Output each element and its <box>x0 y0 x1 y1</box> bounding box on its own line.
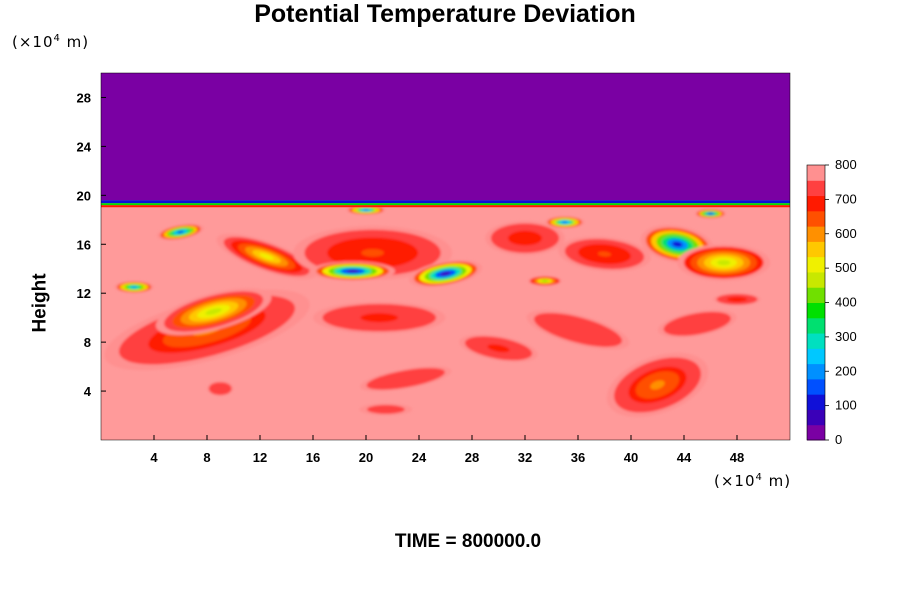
field-blob <box>713 293 761 306</box>
field-blob <box>544 216 585 229</box>
colorbar-swatch <box>807 241 825 258</box>
colorbar-tick-label: 300 <box>835 329 857 344</box>
field-blob <box>677 244 771 281</box>
y-tick-label: 4 <box>84 384 92 399</box>
x-unit-label: (×104 m) <box>714 472 792 490</box>
x-tick-label: 8 <box>203 450 210 465</box>
colorbar-swatch <box>807 256 825 273</box>
plot-frame <box>100 72 791 441</box>
time-label: TIME = 800000.0 <box>394 531 542 552</box>
field-blob <box>485 221 565 256</box>
colorbar-swatch <box>807 226 825 242</box>
field-blob <box>216 233 317 280</box>
colorbar-swatch <box>807 378 825 395</box>
x-tick-label: 20 <box>359 450 373 465</box>
x-tick-label: 28 <box>465 450 479 465</box>
colorbar-swatch <box>807 302 825 319</box>
field-blob <box>346 205 386 215</box>
colorbar-tick-label: 700 <box>835 191 857 206</box>
field-blob <box>313 301 446 334</box>
field-blob <box>658 309 737 338</box>
y-tick-label: 20 <box>77 188 91 203</box>
upper-layer <box>101 73 790 201</box>
field-blob <box>310 261 396 281</box>
x-tick-label: 44 <box>677 450 692 465</box>
field-blob <box>459 334 538 363</box>
colorbar-swatch <box>807 317 825 334</box>
colorbar-swatch <box>807 210 825 227</box>
colorbar-tick-label: 500 <box>835 260 857 275</box>
colorbar-swatch <box>807 363 825 380</box>
field-blob <box>114 280 154 294</box>
x-tick-label: 36 <box>571 450 585 465</box>
x-tick-label: 16 <box>306 450 320 465</box>
colorbar-swatch <box>807 333 825 349</box>
colorbar-swatch <box>807 424 825 441</box>
colorbar-swatch <box>807 195 825 212</box>
colorbar-swatch <box>807 409 825 426</box>
y-tick-label: 24 <box>77 139 92 154</box>
x-tick-label: 32 <box>518 450 532 465</box>
field-blob <box>155 288 272 336</box>
colorbar-swatch <box>807 394 825 410</box>
layer-edge <box>101 200 790 208</box>
y-tick-label: 8 <box>84 335 91 350</box>
field-blob <box>558 236 651 272</box>
colorbar-tick-label: 200 <box>835 363 857 378</box>
x-tick-label: 48 <box>730 450 744 465</box>
x-tick-label: 4 <box>150 450 158 465</box>
colorbar-swatch <box>807 165 825 181</box>
x-tick-label: 40 <box>624 450 638 465</box>
colorbar-tick-label: 0 <box>835 432 842 447</box>
field-blob <box>359 403 413 416</box>
colorbar-swatch <box>807 271 825 288</box>
y-tick-label: 16 <box>77 237 91 252</box>
field-blob <box>606 352 709 418</box>
y-unit-label: (×104 m) <box>12 33 90 51</box>
colorbar-tick-label: 400 <box>835 295 857 310</box>
chart-title: Potential Temperature Deviation <box>254 0 636 28</box>
colorbar-tick-label: 600 <box>835 226 857 241</box>
field-blob <box>408 259 483 288</box>
field-blob <box>526 310 630 350</box>
colorbar-tick-label: 100 <box>835 398 857 413</box>
field-blob <box>527 276 563 286</box>
x-tick-label: 24 <box>412 450 427 465</box>
colorbar-tick-label: 800 <box>835 157 857 172</box>
field-blob <box>694 208 727 219</box>
colorbar-swatch <box>807 348 825 365</box>
colorbar-swatch <box>807 287 825 303</box>
y-tick-label: 12 <box>77 286 91 301</box>
y-tick-label: 28 <box>77 90 91 105</box>
field-blob <box>207 381 234 396</box>
field-blob <box>360 366 452 392</box>
field-blob <box>156 223 205 241</box>
colorbar-swatch <box>807 180 825 197</box>
x-tick-label: 12 <box>253 450 267 465</box>
